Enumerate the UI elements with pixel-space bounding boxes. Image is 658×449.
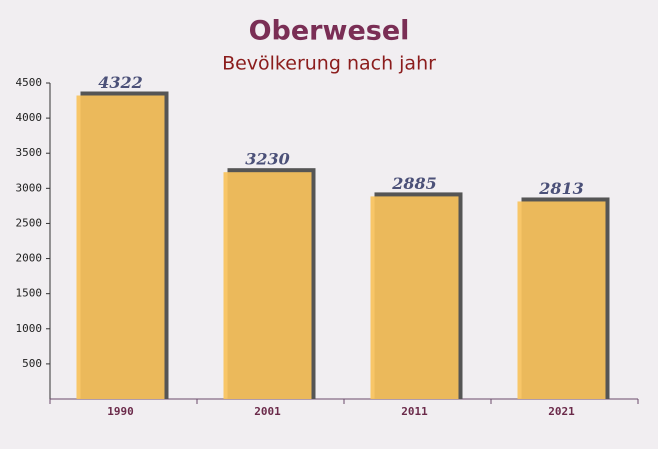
y-tick-label: 2000: [16, 252, 43, 265]
value-label: 4322: [98, 73, 143, 92]
x-tick-label: 2021: [548, 405, 575, 418]
value-label: 2885: [391, 174, 437, 193]
y-tick-label: 4000: [16, 111, 43, 124]
value-label: 2813: [538, 179, 584, 198]
y-tick-label: 1500: [16, 287, 43, 300]
y-tick-label: 4500: [16, 76, 43, 89]
x-tick-label: 2001: [254, 405, 281, 418]
chart-subtitle: Bevölkerung nach jahr: [222, 53, 436, 75]
chart-title: Oberwesel: [249, 16, 410, 47]
y-tick-label: 1000: [16, 322, 43, 335]
bar: [370, 196, 459, 399]
bar: [76, 95, 165, 399]
x-tick-label: 1990: [107, 405, 134, 418]
value-label: 3230: [245, 150, 290, 169]
y-tick-label: 3500: [16, 146, 43, 159]
bar: [517, 201, 606, 399]
y-tick-label: 500: [22, 357, 42, 370]
y-tick-label: 3000: [16, 181, 43, 194]
y-tick-label: 2500: [16, 216, 43, 229]
x-tick-label: 2011: [401, 405, 428, 418]
bar: [223, 172, 312, 399]
